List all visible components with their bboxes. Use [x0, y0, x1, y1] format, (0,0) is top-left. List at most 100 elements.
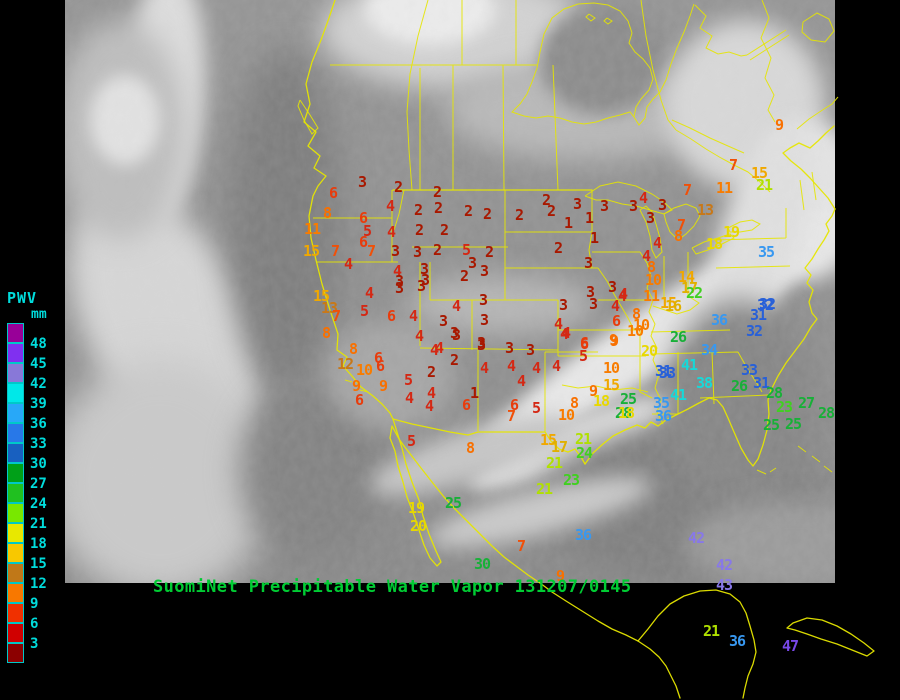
pwv-station-value: 2 — [459, 267, 469, 286]
legend-value-label: 42 — [30, 376, 47, 392]
legend-value-label: 15 — [30, 556, 47, 572]
pwv-station-value: 6 — [386, 307, 396, 326]
pwv-station-value: 3 — [438, 312, 448, 331]
legend-swatch — [7, 643, 24, 663]
pwv-station-value: 11 — [715, 179, 733, 198]
pwv-station-value: 3 — [479, 311, 489, 330]
pwv-station-value: 35 — [757, 243, 775, 262]
pwv-station-value: 4 — [434, 339, 444, 358]
pwv-station-value: 18 — [617, 404, 635, 423]
pwv-station-value: 2 — [463, 202, 473, 221]
pwv-station-value: 4 — [426, 384, 436, 403]
legend-value-label: 6 — [30, 616, 39, 632]
pwv-station-value: 47 — [781, 637, 799, 656]
legend-swatch — [7, 603, 24, 623]
pwv-station-value: 16 — [664, 297, 682, 316]
pwv-station-value: 4 — [385, 197, 395, 216]
pwv-station-value: 20 — [409, 517, 427, 536]
satellite-image — [65, 0, 835, 583]
pwv-station-value: 8 — [348, 340, 358, 359]
legend-swatch — [7, 623, 24, 643]
legend-swatch — [7, 343, 24, 363]
pwv-station-value: 6 — [328, 184, 338, 203]
pwv-station-value: 23 — [775, 398, 793, 417]
pwv-station-value: 25 — [619, 390, 637, 409]
pwv-station-value: 11 — [303, 220, 321, 239]
pwv-station-value: 33 — [740, 361, 758, 380]
pwv-station-value: 3 — [467, 254, 477, 273]
pwv-station-value: 25 — [784, 415, 802, 434]
pwv-station-value: 3 — [390, 242, 400, 261]
film-grain-texture — [65, 0, 835, 583]
legend-value-label: 27 — [30, 476, 47, 492]
legend-unit: mm — [31, 307, 47, 322]
pwv-station-value: 2 — [433, 199, 443, 218]
pwv-station-value: 9 — [588, 382, 598, 401]
pwv-station-value: 4 — [638, 189, 648, 208]
pwv-station-value: 4 — [479, 359, 489, 378]
pwv-station-value: 4 — [610, 297, 620, 316]
pwv-station-value: 11 — [642, 287, 660, 306]
pwv-station-value: 42 — [687, 529, 705, 548]
pwv-station-value: 22 — [685, 284, 703, 303]
pwv-station-value: 2 — [393, 178, 403, 197]
legend-swatch — [7, 383, 24, 403]
pwv-station-value: 2 — [432, 183, 442, 202]
pwv-station-value: 18 — [705, 235, 723, 254]
legend-value-label: 30 — [30, 456, 47, 472]
pwv-station-value: 14 — [677, 268, 695, 287]
pwv-station-value: 13 — [320, 299, 338, 318]
pwv-station-value: 21 — [545, 454, 563, 473]
pwv-station-value: 8 — [673, 227, 683, 246]
pwv-station-value: 19 — [722, 223, 740, 242]
legend-value-label: 18 — [30, 536, 47, 552]
legend-swatch — [7, 523, 24, 543]
pwv-station-value: 4 — [559, 325, 569, 344]
pwv-station-value: 8 — [646, 258, 656, 277]
legend-swatch — [7, 563, 24, 583]
pwv-station-value: 25 — [444, 494, 462, 513]
legend-value-label: 36 — [30, 416, 47, 432]
pwv-station-value: 7 — [516, 537, 526, 556]
pwv-station-value: 4 — [553, 315, 563, 334]
pwv-station-value: 27 — [797, 394, 815, 413]
pwv-station-value: 4 — [618, 285, 628, 304]
legend-value-label: 24 — [30, 496, 47, 512]
pwv-station-value: 10 — [626, 322, 644, 341]
legend-value-label: 33 — [30, 436, 47, 452]
pwv-station-value: 25 — [762, 416, 780, 435]
pwv-station-value: 4 — [561, 324, 571, 343]
pwv-station-value: 1 — [469, 384, 479, 403]
pwv-station-value: 6 — [375, 357, 385, 376]
pwv-station-value: 3 — [449, 324, 459, 343]
pwv-station-value: 3 — [412, 243, 422, 262]
pwv-station-value: 2 — [426, 363, 436, 382]
pwv-station-value: 5 — [362, 222, 372, 241]
pwv-station-value: 4 — [343, 255, 353, 274]
pwv-station-value: 4 — [516, 372, 526, 391]
pwv-station-value: 10 — [602, 359, 620, 378]
pwv-legend: PWV mm 48 45 42 39 36 33 30 27 24 21 18 15 12 9 6 3 — [7, 289, 67, 663]
pwv-station-value: 36 — [654, 407, 672, 426]
pwv-station-value: 8 — [321, 324, 331, 343]
pwv-station-value: 2 — [414, 221, 424, 240]
pwv-station-value: 6 — [354, 391, 364, 410]
pwv-station-value: 31 — [752, 374, 770, 393]
pwv-station-value: 2 — [541, 191, 551, 210]
pwv-station-value: 6 — [579, 335, 589, 354]
pwv-station-value: 15 — [312, 287, 330, 306]
legend-swatch — [7, 423, 24, 443]
pwv-station-value: 6 — [611, 312, 621, 331]
legend-swatch — [7, 363, 24, 383]
pwv-station-value: 4 — [641, 247, 651, 266]
pwv-station-value: 4 — [617, 287, 627, 306]
pwv-station-value: 5 — [406, 432, 416, 451]
pwv-station-value: 4 — [386, 223, 396, 242]
pwv-station-value: 9 — [378, 377, 388, 396]
pwv-station-value: 2 — [482, 205, 492, 224]
pwv-station-value: 35 — [652, 394, 670, 413]
pwv-station-value: 3 — [416, 277, 426, 296]
pwv-station-value: 3 — [558, 296, 568, 315]
legend-value-label: 21 — [30, 516, 47, 532]
